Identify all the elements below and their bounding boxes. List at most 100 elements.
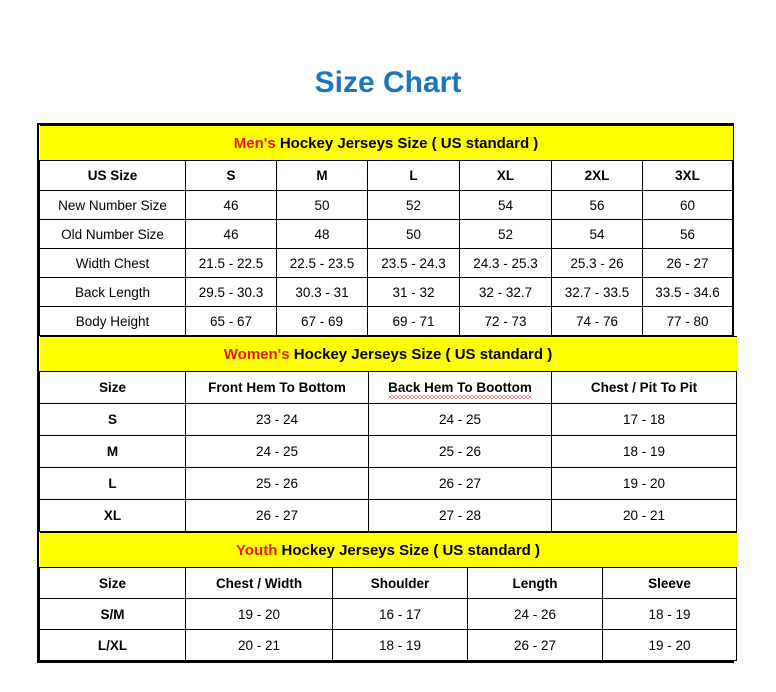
mens-row-2-value-5: 26 - 27 xyxy=(641,248,734,278)
mens-row-1-label: Old Number Size xyxy=(39,219,186,249)
womens-header-cell-1: Front Hem To Bottom xyxy=(185,371,369,404)
youth-row-1-value-3: 19 - 20 xyxy=(601,629,738,661)
womens-row-2-value-2: 19 - 20 xyxy=(551,467,737,500)
mens-size-table: Men's Hockey Jerseys Size ( US standard … xyxy=(39,125,734,336)
mens-row-4-value-5: 77 - 80 xyxy=(641,306,734,336)
mens-row-1-value-5: 56 xyxy=(641,219,734,249)
youth-row-0-label: S/M xyxy=(39,598,186,630)
womens-row-3-value-0: 26 - 27 xyxy=(185,499,369,532)
youth-row-1-value-2: 26 - 27 xyxy=(467,629,603,661)
youth-row-1-value-0: 20 - 21 xyxy=(185,629,333,661)
mens-row-0-value-3: 54 xyxy=(459,190,552,220)
mens-row-1-value-0: 46 xyxy=(185,219,277,249)
mens-row-2-value-3: 24.3 - 25.3 xyxy=(459,248,552,278)
youth-row-1-label: L/XL xyxy=(39,629,186,661)
youth-row-0-value-1: 16 - 17 xyxy=(332,598,468,630)
womens-row-1-value-2: 18 - 19 xyxy=(551,435,737,468)
table-row: L/XL 20 - 21 18 - 19 26 - 27 19 - 20 xyxy=(39,629,738,661)
mens-row-0-value-5: 60 xyxy=(641,190,734,220)
mens-header-cell-2: M xyxy=(276,160,368,191)
size-chart-table-wrapper: Men's Hockey Jerseys Size ( US standard … xyxy=(37,123,738,663)
mens-row-3-label: Back Length xyxy=(39,277,186,307)
womens-header-cell-2: Back Hem To Boottom xyxy=(368,371,552,404)
youth-banner-cell: Youth Hockey Jerseys Size ( US standard … xyxy=(39,532,737,568)
mens-row-0-value-2: 52 xyxy=(367,190,460,220)
mens-row-4-value-3: 72 - 73 xyxy=(459,306,552,336)
youth-row-0-value-3: 18 - 19 xyxy=(601,598,738,630)
womens-row-2-label: L xyxy=(39,467,186,500)
mens-header-cell-1: S xyxy=(185,160,277,191)
table-row: XL 26 - 27 27 - 28 20 - 21 xyxy=(39,499,737,532)
womens-banner-highlight: Women's xyxy=(223,345,290,363)
mens-header-cell-0: US Size xyxy=(39,160,186,191)
youth-row-0-value-2: 24 - 26 xyxy=(467,598,603,630)
mens-row-1-value-3: 52 xyxy=(459,219,552,249)
mens-header-row: US Size S M L XL 2XL 3XL xyxy=(39,160,734,191)
mens-banner-rest: Hockey Jerseys Size ( US standard ) xyxy=(275,134,539,152)
table-row: Old Number Size 46 48 50 52 54 56 xyxy=(39,219,734,249)
mens-row-4-value-0: 65 - 67 xyxy=(185,306,277,336)
page-title: Size Chart xyxy=(314,66,462,99)
youth-banner-highlight: Youth xyxy=(236,541,278,559)
womens-row-0-value-1: 24 - 25 xyxy=(368,403,552,436)
mens-row-4-label: Body Height xyxy=(39,306,186,336)
mens-row-1-value-2: 50 xyxy=(367,219,460,249)
mens-row-4-value-1: 67 - 69 xyxy=(276,306,368,336)
womens-header-cell-2-text: Back Hem To Boottom xyxy=(388,380,532,399)
womens-row-3-label: XL xyxy=(39,499,186,532)
table-row: Width Chest 21.5 - 22.5 22.5 - 23.5 23.5… xyxy=(39,248,734,278)
mens-row-3-value-3: 32 - 32.7 xyxy=(459,277,552,307)
mens-row-2-value-4: 25.3 - 26 xyxy=(551,248,643,278)
womens-row-1-value-0: 24 - 25 xyxy=(185,435,369,468)
mens-row-0-label: New Number Size xyxy=(39,190,186,220)
mens-row-1-value-1: 48 xyxy=(276,219,368,249)
womens-header-row: Size Front Hem To Bottom Back Hem To Boo… xyxy=(39,371,737,404)
table-row: S/M 19 - 20 16 - 17 24 - 26 18 - 19 xyxy=(39,598,738,630)
mens-banner-highlight: Men's xyxy=(233,134,276,152)
youth-header-cell-4: Sleeve xyxy=(601,567,738,599)
mens-header-cell-4: XL xyxy=(459,160,552,191)
womens-row-1-value-1: 25 - 26 xyxy=(368,435,552,468)
mens-row-0-value-1: 50 xyxy=(276,190,368,220)
table-row: L 25 - 26 26 - 27 19 - 20 xyxy=(39,467,737,500)
mens-row-2-value-0: 21.5 - 22.5 xyxy=(185,248,277,278)
youth-banner-row: Youth Hockey Jerseys Size ( US standard … xyxy=(39,532,737,568)
womens-size-table: Women's Hockey Jerseys Size ( US standar… xyxy=(39,336,737,532)
youth-header-cell-2: Shoulder xyxy=(332,567,468,599)
womens-row-0-value-0: 23 - 24 xyxy=(185,403,369,436)
womens-banner-row: Women's Hockey Jerseys Size ( US standar… xyxy=(39,336,737,372)
mens-row-2-value-2: 23.5 - 24.3 xyxy=(367,248,460,278)
youth-banner-rest: Hockey Jerseys Size ( US standard ) xyxy=(277,541,540,559)
womens-row-0-label: S xyxy=(39,403,186,436)
mens-row-0-value-4: 56 xyxy=(551,190,643,220)
mens-row-2-value-1: 22.5 - 23.5 xyxy=(276,248,368,278)
mens-banner-row: Men's Hockey Jerseys Size ( US standard … xyxy=(39,125,733,161)
womens-row-3-value-1: 27 - 28 xyxy=(368,499,552,532)
mens-row-1-value-4: 54 xyxy=(551,219,643,249)
youth-header-cell-0: Size xyxy=(39,567,186,599)
mens-row-3-value-5: 33.5 - 34.6 xyxy=(641,277,734,307)
womens-banner-cell: Women's Hockey Jerseys Size ( US standar… xyxy=(39,336,737,372)
mens-header-cell-6: 3XL xyxy=(641,160,734,191)
womens-row-3-value-2: 20 - 21 xyxy=(551,499,737,532)
table-row: M 24 - 25 25 - 26 18 - 19 xyxy=(39,435,737,468)
table-row: New Number Size 46 50 52 54 56 60 xyxy=(39,190,734,220)
mens-header-cell-5: 2XL xyxy=(551,160,643,191)
mens-row-4-value-4: 74 - 76 xyxy=(551,306,643,336)
mens-row-3-value-4: 32.7 - 33.5 xyxy=(551,277,643,307)
mens-row-4-value-2: 69 - 71 xyxy=(367,306,460,336)
table-row: S 23 - 24 24 - 25 17 - 18 xyxy=(39,403,737,436)
womens-row-0-value-2: 17 - 18 xyxy=(551,403,737,436)
womens-header-cell-3: Chest / Pit To Pit xyxy=(551,371,737,404)
table-row: Body Height 65 - 67 67 - 69 69 - 71 72 -… xyxy=(39,306,734,336)
womens-row-2-value-0: 25 - 26 xyxy=(185,467,369,500)
mens-header-cell-3: L xyxy=(367,160,460,191)
table-row: Back Length 29.5 - 30.3 30.3 - 31 31 - 3… xyxy=(39,277,734,307)
youth-row-1-value-1: 18 - 19 xyxy=(332,629,468,661)
womens-row-1-label: M xyxy=(39,435,186,468)
youth-size-table: Youth Hockey Jerseys Size ( US standard … xyxy=(39,532,738,661)
womens-banner-rest: Hockey Jerseys Size ( US standard ) xyxy=(289,345,553,363)
mens-row-3-value-0: 29.5 - 30.3 xyxy=(185,277,277,307)
youth-header-cell-3: Length xyxy=(467,567,603,599)
